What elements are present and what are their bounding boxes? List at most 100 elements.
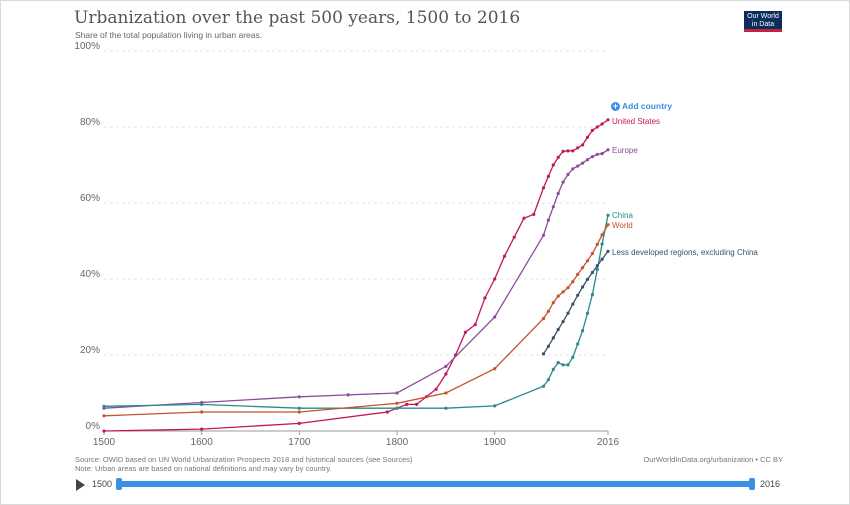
series-label: United States	[612, 117, 660, 126]
y-tick-label: 100%	[74, 41, 100, 52]
data-point	[512, 235, 516, 239]
data-point	[444, 406, 448, 410]
data-point	[590, 155, 595, 159]
data-point	[576, 293, 580, 297]
data-point	[561, 180, 565, 184]
data-point	[576, 272, 580, 276]
data-point	[606, 118, 610, 122]
data-point	[541, 186, 546, 190]
footer-url[interactable]: OurWorldInData.org/urbanization • CC BY	[643, 455, 783, 464]
series-label: Europe	[612, 146, 638, 155]
data-point	[522, 216, 526, 220]
data-point	[606, 213, 610, 217]
note-text: Note: Urban areas are based on national …	[75, 464, 332, 473]
timeline-end-handle[interactable]	[749, 478, 755, 490]
timeline: 1500 2016	[0, 476, 850, 494]
data-point	[493, 404, 497, 408]
data-point	[595, 152, 599, 156]
data-point	[297, 395, 301, 399]
data-point	[493, 277, 497, 281]
data-point	[541, 352, 546, 356]
data-point	[585, 259, 590, 263]
data-point	[590, 128, 595, 132]
data-point	[297, 410, 301, 414]
data-point	[541, 233, 546, 237]
data-point	[502, 254, 507, 258]
play-icon[interactable]	[76, 479, 85, 491]
data-point	[395, 401, 399, 405]
logo-line-2: in Data	[751, 21, 775, 28]
data-point	[571, 149, 575, 153]
data-point	[395, 406, 399, 410]
data-point	[561, 320, 565, 324]
data-point	[585, 135, 590, 139]
data-point	[102, 414, 106, 418]
y-tick-label: 0%	[86, 421, 101, 432]
x-tick-label: 1800	[386, 437, 409, 448]
data-point	[556, 155, 560, 159]
logo-line-1: Our World	[747, 13, 779, 20]
data-point	[600, 152, 604, 156]
data-point	[546, 174, 551, 178]
data-point	[585, 158, 590, 162]
data-point	[576, 164, 580, 168]
data-point	[590, 270, 595, 275]
y-tick-label: 20%	[80, 345, 100, 356]
line-chart: 0% 20% 40% 60% 80% 100% 1500 1600 1700 1800 1900 20…	[74, 41, 758, 448]
data-point	[200, 402, 204, 406]
data-point	[600, 233, 604, 237]
data-point	[590, 251, 595, 256]
data-point	[200, 410, 204, 414]
data-point	[571, 280, 575, 284]
data-point	[571, 355, 575, 359]
data-point	[566, 311, 570, 315]
data-point	[566, 286, 570, 290]
data-point	[606, 249, 610, 253]
add-country-button[interactable]: + Add country	[611, 101, 672, 111]
data-point	[556, 191, 560, 196]
plus-icon: +	[611, 101, 620, 111]
data-point	[556, 361, 560, 365]
data-point	[493, 367, 497, 371]
data-point	[551, 163, 555, 167]
y-tick-label: 60%	[80, 193, 100, 204]
data-point	[585, 277, 590, 281]
x-tick-label: 1700	[288, 437, 311, 448]
data-point	[595, 242, 599, 246]
data-point	[541, 384, 546, 388]
data-point	[551, 205, 555, 209]
data-point	[405, 402, 409, 406]
data-point	[581, 329, 585, 333]
data-point	[595, 125, 599, 129]
data-point	[585, 311, 590, 315]
series-line	[103, 215, 609, 409]
data-point	[600, 257, 604, 261]
data-point	[606, 223, 610, 227]
data-point	[434, 387, 438, 391]
x-tick-label: 2016	[597, 437, 620, 448]
data-point	[385, 410, 389, 414]
data-point	[566, 363, 570, 367]
owid-logo[interactable]: Our World in Data	[744, 11, 782, 32]
timeline-start-handle[interactable]	[116, 478, 122, 490]
data-point	[444, 391, 448, 395]
timeline-end-label: 2016	[760, 479, 781, 489]
data-point	[566, 149, 570, 153]
data-point	[483, 296, 487, 300]
data-point	[532, 212, 536, 216]
data-point	[561, 149, 565, 153]
data-point	[200, 427, 204, 431]
footer-source: Source: OWID based on UN World Urbanizat…	[75, 455, 413, 473]
data-point	[444, 364, 448, 368]
data-point	[346, 393, 350, 397]
data-point	[581, 143, 585, 147]
data-point	[551, 301, 555, 305]
data-point	[493, 315, 497, 319]
data-point	[571, 167, 575, 171]
data-point	[561, 290, 565, 294]
timeline-track[interactable]	[118, 481, 753, 487]
x-tick-label: 1600	[191, 437, 214, 448]
data-point	[595, 264, 599, 268]
data-point	[561, 363, 565, 367]
data-point	[551, 336, 555, 340]
